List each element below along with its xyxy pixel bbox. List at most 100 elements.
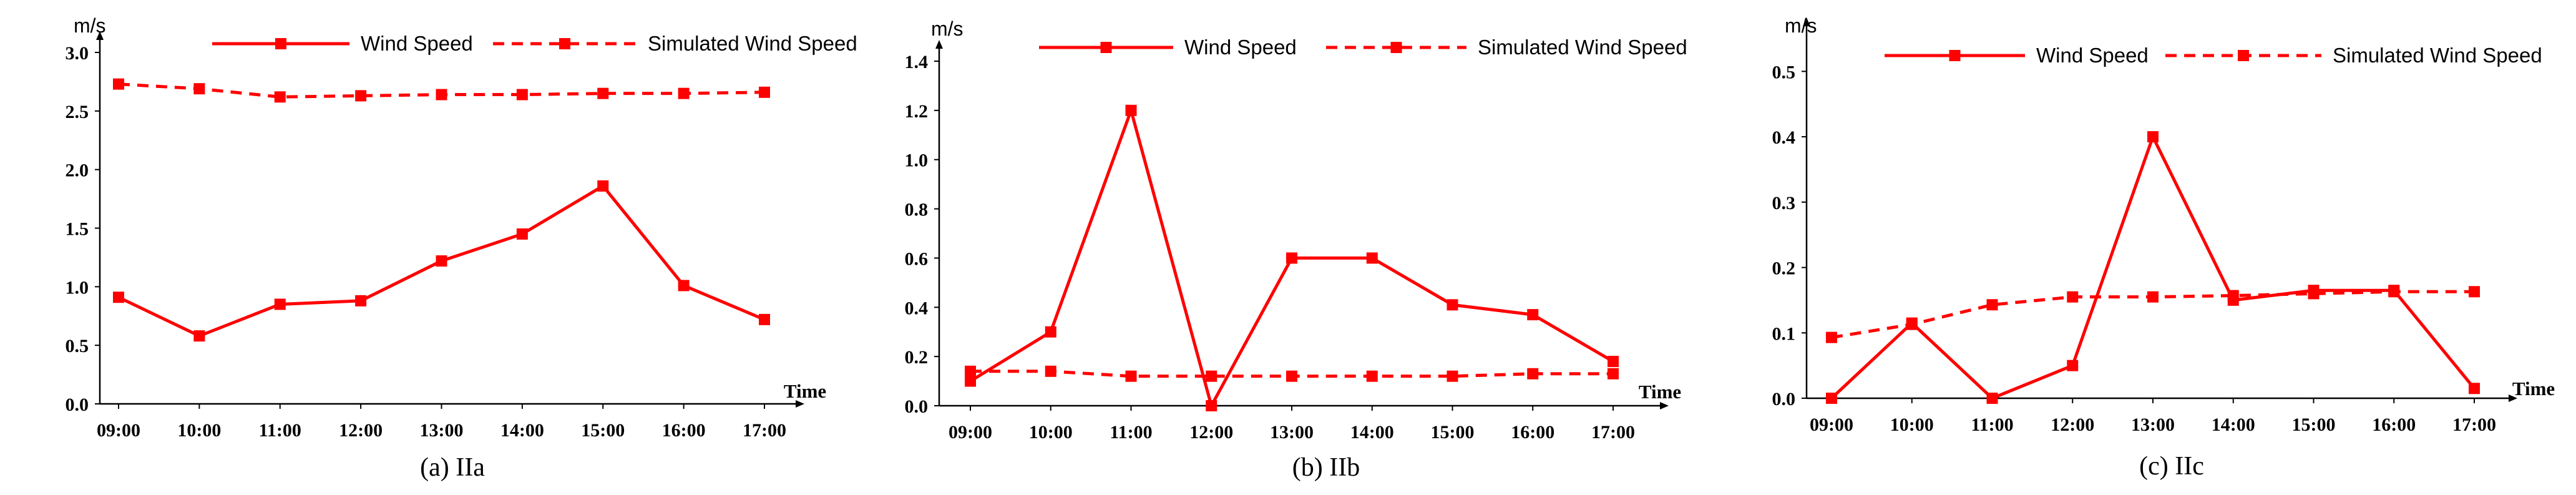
- wind-speed-marker: [1447, 299, 1458, 311]
- y-axis-arrow: [96, 31, 104, 40]
- y-tick-label: 0.1: [1772, 323, 1796, 344]
- y-axis-arrow: [1803, 17, 1810, 26]
- wind-speed-marker: [2469, 383, 2480, 395]
- x-tick-label: 10:00: [1890, 414, 1934, 435]
- x-tick-label: 12:00: [2051, 414, 2094, 435]
- wind-speed-marker: [597, 180, 609, 192]
- wind-speed-marker: [113, 292, 124, 303]
- wind-speed-marker: [1206, 400, 1217, 411]
- simulated-wind-speed-marker: [274, 91, 286, 103]
- y-tick-label: 0.5: [66, 336, 89, 356]
- simulated-wind-speed-marker: [1447, 370, 1458, 382]
- y-axis-unit: m/s: [74, 14, 106, 37]
- wind-speed-marker: [516, 228, 528, 240]
- x-tick-label: 11:00: [1110, 422, 1152, 443]
- x-tick-label: 16:00: [1511, 422, 1554, 443]
- simulated-wind-speed-marker: [678, 87, 690, 99]
- y-tick-label: 0.0: [1772, 389, 1796, 409]
- wind-speed-marker: [1527, 309, 1539, 321]
- x-tick-label: 11:00: [1971, 414, 2013, 435]
- x-tick-label: 09:00: [949, 422, 992, 443]
- panel-caption: (c) IIc: [2139, 452, 2204, 481]
- legend-marker: [275, 38, 286, 49]
- wind-speed-marker: [1286, 252, 1297, 264]
- x-tick-label: 13:00: [1270, 422, 1314, 443]
- y-axis-unit: m/s: [1785, 14, 1817, 37]
- y-tick-label: 0.2: [1772, 258, 1796, 279]
- wind-speed-marker: [1608, 356, 1619, 368]
- y-tick-label: 1.2: [905, 101, 929, 122]
- simulated-wind-speed-marker: [2469, 286, 2480, 298]
- x-tick-label: 17:00: [2452, 414, 2496, 435]
- legend-label: Wind Speed: [361, 32, 473, 55]
- legend-label: Simulated Wind Speed: [1478, 36, 1687, 59]
- legend-marker: [1100, 42, 1112, 53]
- y-tick-label: 1.5: [66, 219, 89, 240]
- simulated-wind-speed-marker: [2308, 288, 2320, 300]
- simulated-wind-speed-marker: [193, 83, 205, 95]
- x-axis-arrow: [1660, 402, 1669, 409]
- simulated-wind-speed-marker: [516, 89, 528, 100]
- wind-speed-marker: [193, 330, 205, 342]
- simulated-wind-speed-marker: [1366, 370, 1378, 382]
- simulated-wind-speed-marker: [1906, 318, 1918, 330]
- x-tick-label: 09:00: [97, 420, 140, 441]
- panel-caption: (a) IIa: [420, 453, 485, 482]
- legend-marker: [1390, 42, 1402, 53]
- chart-panel: 0.0 0.5 1.0 1.5 2.0 2.5 3.0 09:00 10:00 11:00 12:0…: [66, 14, 857, 482]
- wind-speed-marker: [759, 313, 770, 325]
- wind-speed-marker: [2067, 360, 2079, 371]
- simulated-wind-speed-marker: [355, 90, 367, 102]
- simulated-wind-speed-marker: [597, 87, 609, 99]
- simulated-wind-speed-marker: [2388, 286, 2400, 298]
- panel-caption: (b) IIb: [1292, 453, 1360, 482]
- simulated-wind-speed-marker: [113, 78, 124, 90]
- simulated-wind-speed-marker: [1206, 370, 1217, 382]
- simulated-wind-speed-marker: [965, 365, 976, 377]
- x-tick-label: 17:00: [743, 420, 786, 441]
- x-tick-label: 13:00: [420, 420, 464, 441]
- wind-speed-line: [1830, 135, 2476, 400]
- legend-label: Wind Speed: [2036, 44, 2149, 67]
- y-tick-label: 2.5: [66, 102, 89, 122]
- x-axis-arrow: [2509, 395, 2517, 402]
- wind-speed-marker: [1125, 104, 1137, 116]
- legend-label: Simulated Wind Speed: [648, 32, 857, 55]
- x-axis-title: Time: [784, 380, 826, 402]
- simulated-wind-speed-marker: [1608, 368, 1619, 380]
- chart-panel: 0.0 0.1 0.2 0.3 0.4 0.5 09:00 10:00 11:00 12:00 13…: [1772, 14, 2555, 481]
- wind-speed-marker: [436, 255, 447, 267]
- simulated-wind-speed-marker: [2227, 290, 2239, 301]
- x-tick-label: 10:00: [177, 420, 221, 441]
- x-tick-label: 12:00: [339, 420, 383, 441]
- simulated-wind-speed-marker: [1045, 365, 1056, 377]
- legend-label: Simulated Wind Speed: [2333, 44, 2542, 67]
- chart-panel: 0.0 0.2 0.4 0.6 0.8 1.0 1.2 1.4 09:00 10:00 11:00 1…: [905, 17, 1687, 482]
- wind-speed-marker: [1826, 393, 1837, 404]
- x-tick-label: 12:00: [1189, 422, 1233, 443]
- x-tick-label: 16:00: [2372, 414, 2416, 435]
- y-tick-label: 0.6: [905, 248, 929, 269]
- wind-speed-marker: [2147, 131, 2159, 143]
- y-axis-arrow: [935, 40, 943, 49]
- y-tick-label: 0.3: [1772, 193, 1796, 213]
- y-tick-label: 0.2: [905, 347, 929, 368]
- y-tick-label: 1.0: [66, 277, 89, 298]
- y-tick-label: 0.8: [905, 200, 929, 220]
- y-tick-label: 3.0: [66, 43, 89, 64]
- simulated-wind-speed-marker: [436, 89, 447, 100]
- legend-marker: [559, 38, 570, 49]
- x-tick-label: 15:00: [581, 420, 625, 441]
- y-tick-label: 0.4: [1772, 127, 1796, 148]
- wind-speed-marker: [678, 280, 690, 292]
- legend-marker: [2238, 50, 2249, 61]
- x-tick-label: 16:00: [662, 420, 706, 441]
- simulated-wind-speed-marker: [1527, 368, 1539, 380]
- x-tick-label: 10:00: [1029, 422, 1073, 443]
- x-tick-label: 11:00: [259, 420, 301, 441]
- wind-speed-marker: [1366, 252, 1378, 264]
- wind-speed-marker: [1045, 326, 1056, 338]
- legend-label: Wind Speed: [1184, 36, 1297, 59]
- simulated-wind-speed-marker: [1286, 370, 1297, 382]
